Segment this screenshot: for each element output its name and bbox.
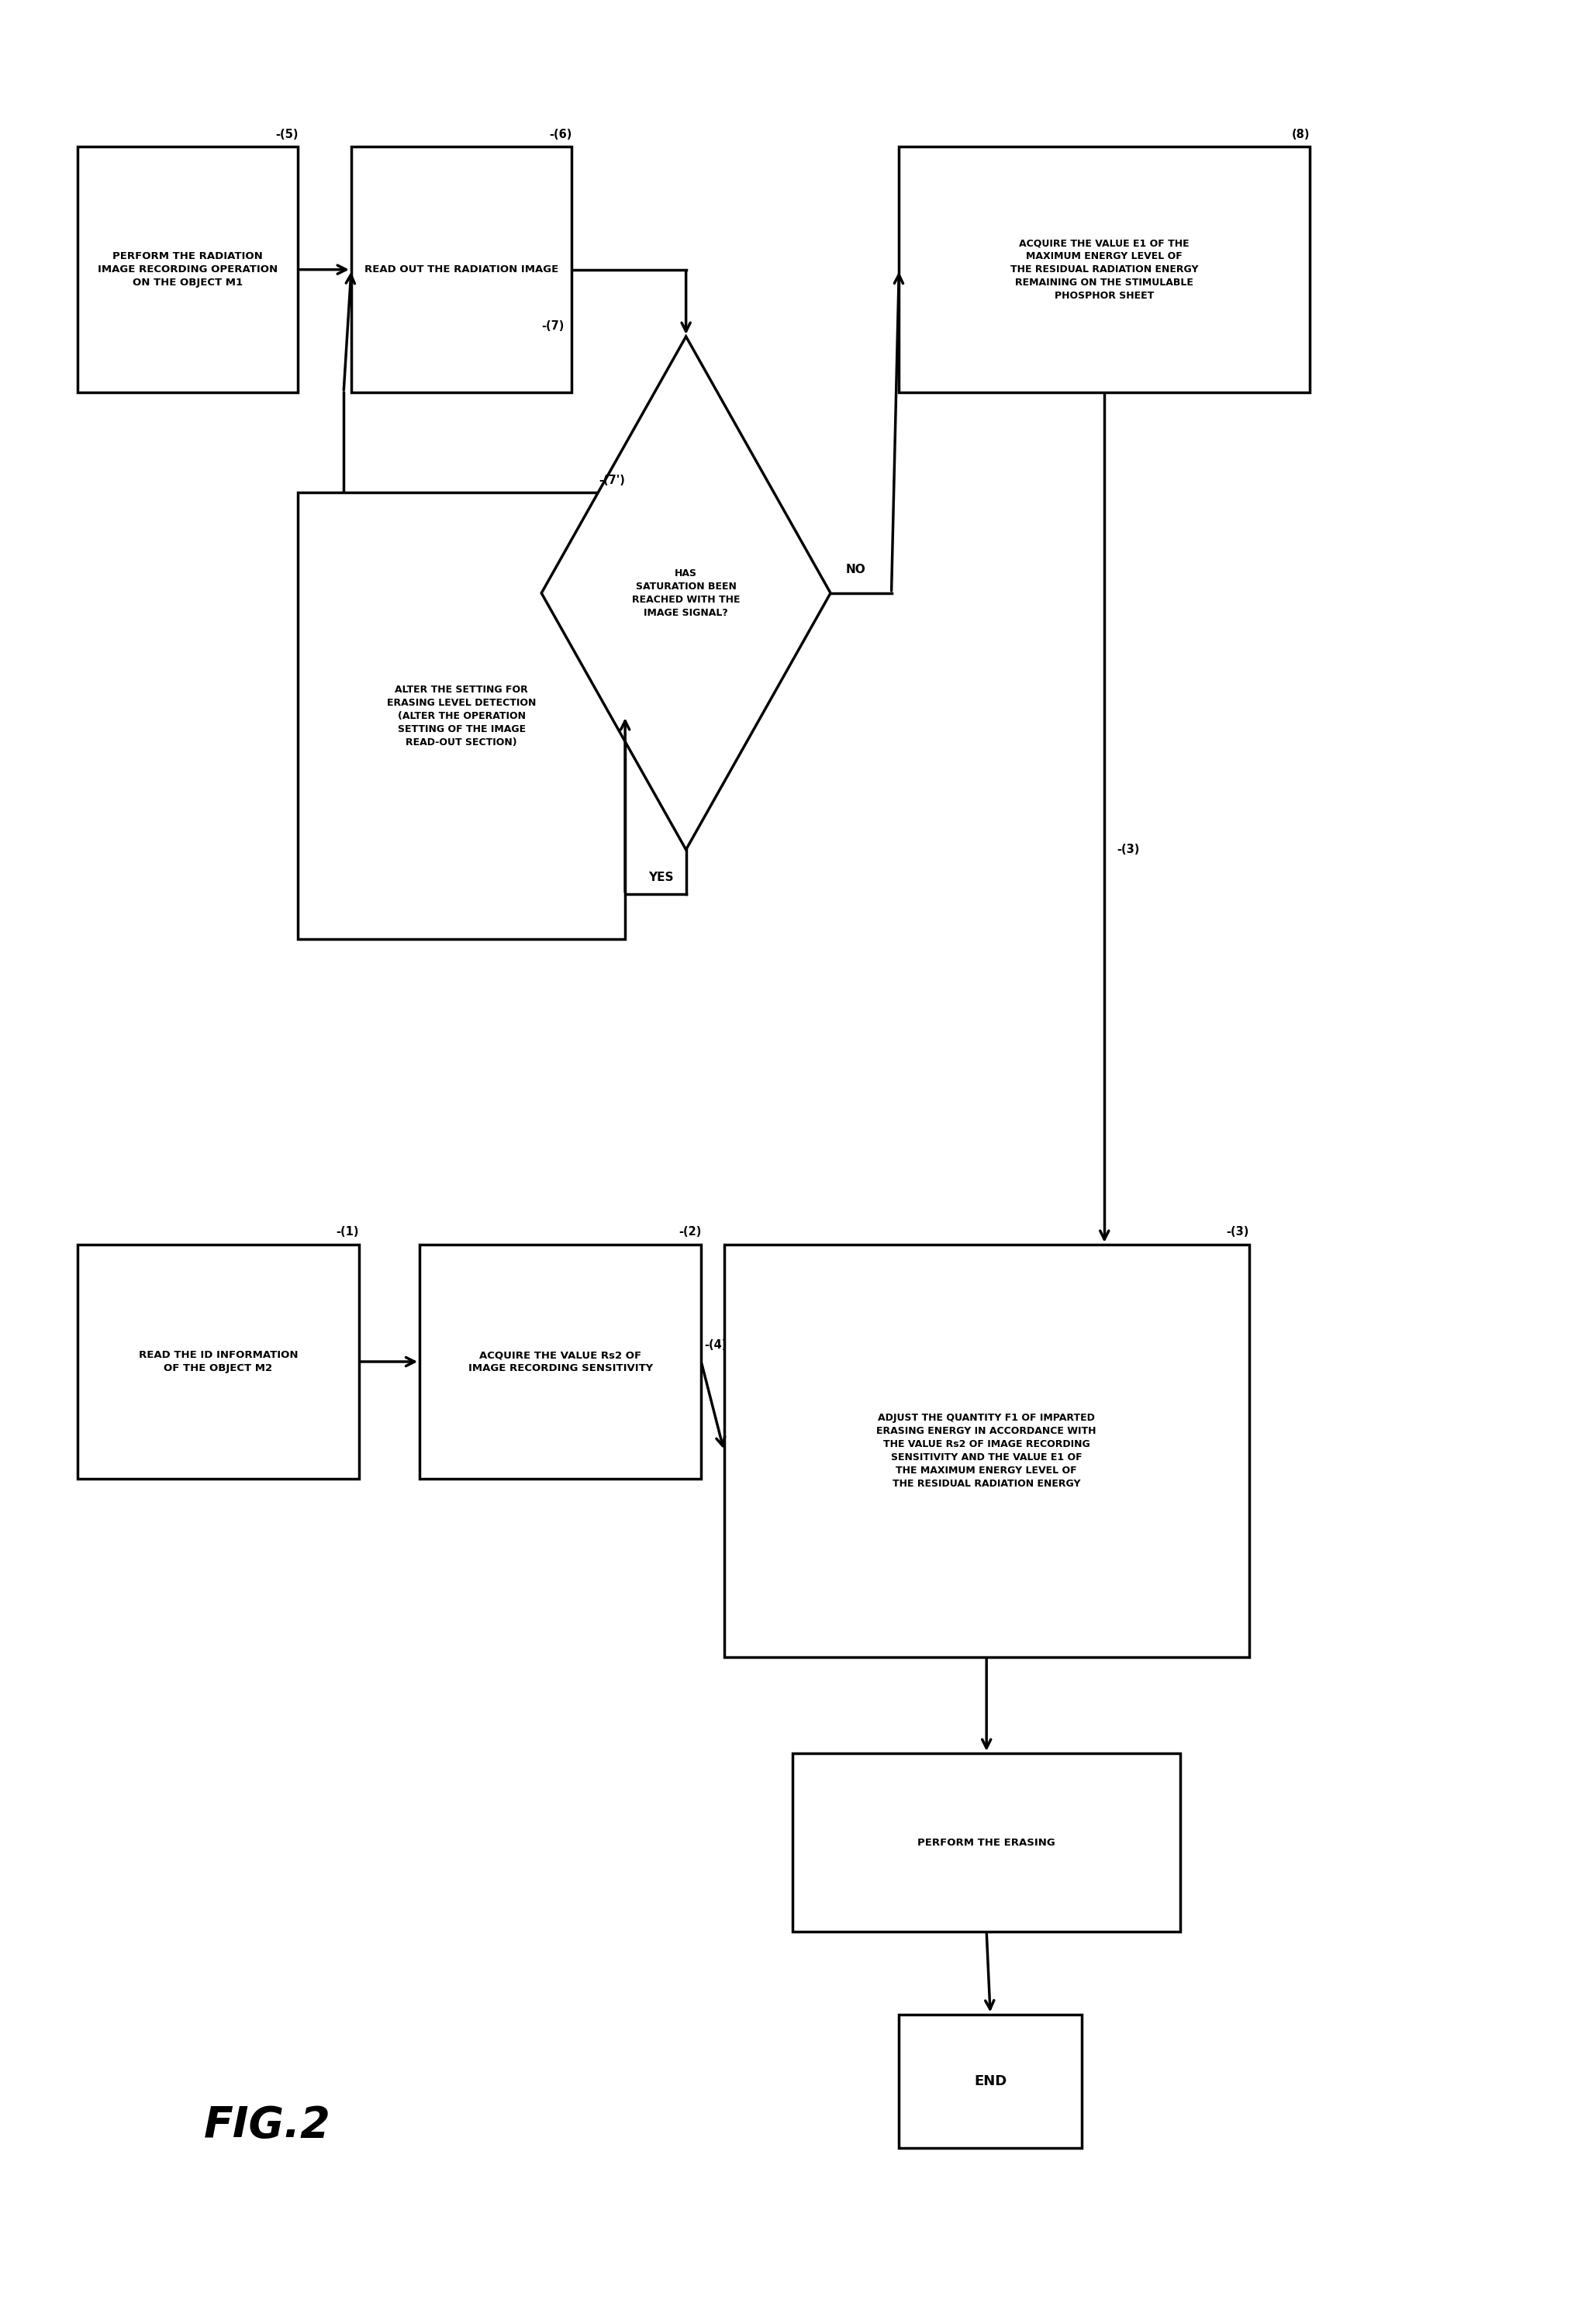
Text: -(1): -(1) xyxy=(336,1227,358,1239)
Text: PERFORM THE RADIATION
IMAGE RECORDING OPERATION
ON THE OBJECT M1: PERFORM THE RADIATION IMAGE RECORDING OP… xyxy=(98,251,277,288)
Text: END: END xyxy=(973,2075,1006,2089)
Text: PERFORM THE ERASING: PERFORM THE ERASING xyxy=(918,1838,1056,1848)
Bar xyxy=(78,1246,358,1478)
Bar xyxy=(899,146,1309,393)
Polygon shape xyxy=(542,337,831,851)
Bar xyxy=(298,493,624,939)
Text: -(7): -(7) xyxy=(542,321,564,332)
Bar xyxy=(792,1752,1181,1931)
Text: -(4): -(4) xyxy=(704,1339,728,1350)
Text: ACQUIRE THE VALUE E1 OF THE
MAXIMUM ENERGY LEVEL OF
THE RESIDUAL RADIATION ENERG: ACQUIRE THE VALUE E1 OF THE MAXIMUM ENER… xyxy=(1010,237,1198,302)
Text: -(3): -(3) xyxy=(1116,844,1140,855)
Text: YES: YES xyxy=(648,872,674,883)
Bar xyxy=(352,146,572,393)
Text: HAS
SATURATION BEEN
REACHED WITH THE
IMAGE SIGNAL?: HAS SATURATION BEEN REACHED WITH THE IMA… xyxy=(632,569,740,618)
Bar xyxy=(899,2015,1081,2147)
Bar xyxy=(724,1246,1249,1657)
Text: -(7'): -(7') xyxy=(599,474,624,486)
Bar xyxy=(420,1246,701,1478)
Text: -(3): -(3) xyxy=(1227,1227,1249,1239)
Text: ACQUIRE THE VALUE Rs2 OF
IMAGE RECORDING SENSITIVITY: ACQUIRE THE VALUE Rs2 OF IMAGE RECORDING… xyxy=(468,1350,653,1373)
Text: -(5): -(5) xyxy=(276,128,298,139)
Text: -(2): -(2) xyxy=(678,1227,701,1239)
Text: ADJUST THE QUANTITY F1 OF IMPARTED
ERASING ENERGY IN ACCORDANCE WITH
THE VALUE R: ADJUST THE QUANTITY F1 OF IMPARTED ERASI… xyxy=(877,1413,1097,1490)
Text: FIG.2: FIG.2 xyxy=(204,2106,331,2147)
Text: NO: NO xyxy=(846,565,865,576)
Text: -(6): -(6) xyxy=(548,128,572,139)
Text: READ THE ID INFORMATION
OF THE OBJECT M2: READ THE ID INFORMATION OF THE OBJECT M2 xyxy=(138,1350,298,1373)
Text: (8): (8) xyxy=(1292,128,1309,139)
Text: READ OUT THE RADIATION IMAGE: READ OUT THE RADIATION IMAGE xyxy=(365,265,558,274)
Text: ALTER THE SETTING FOR
ERASING LEVEL DETECTION
(ALTER THE OPERATION
SETTING OF TH: ALTER THE SETTING FOR ERASING LEVEL DETE… xyxy=(387,683,536,748)
Bar xyxy=(78,146,298,393)
